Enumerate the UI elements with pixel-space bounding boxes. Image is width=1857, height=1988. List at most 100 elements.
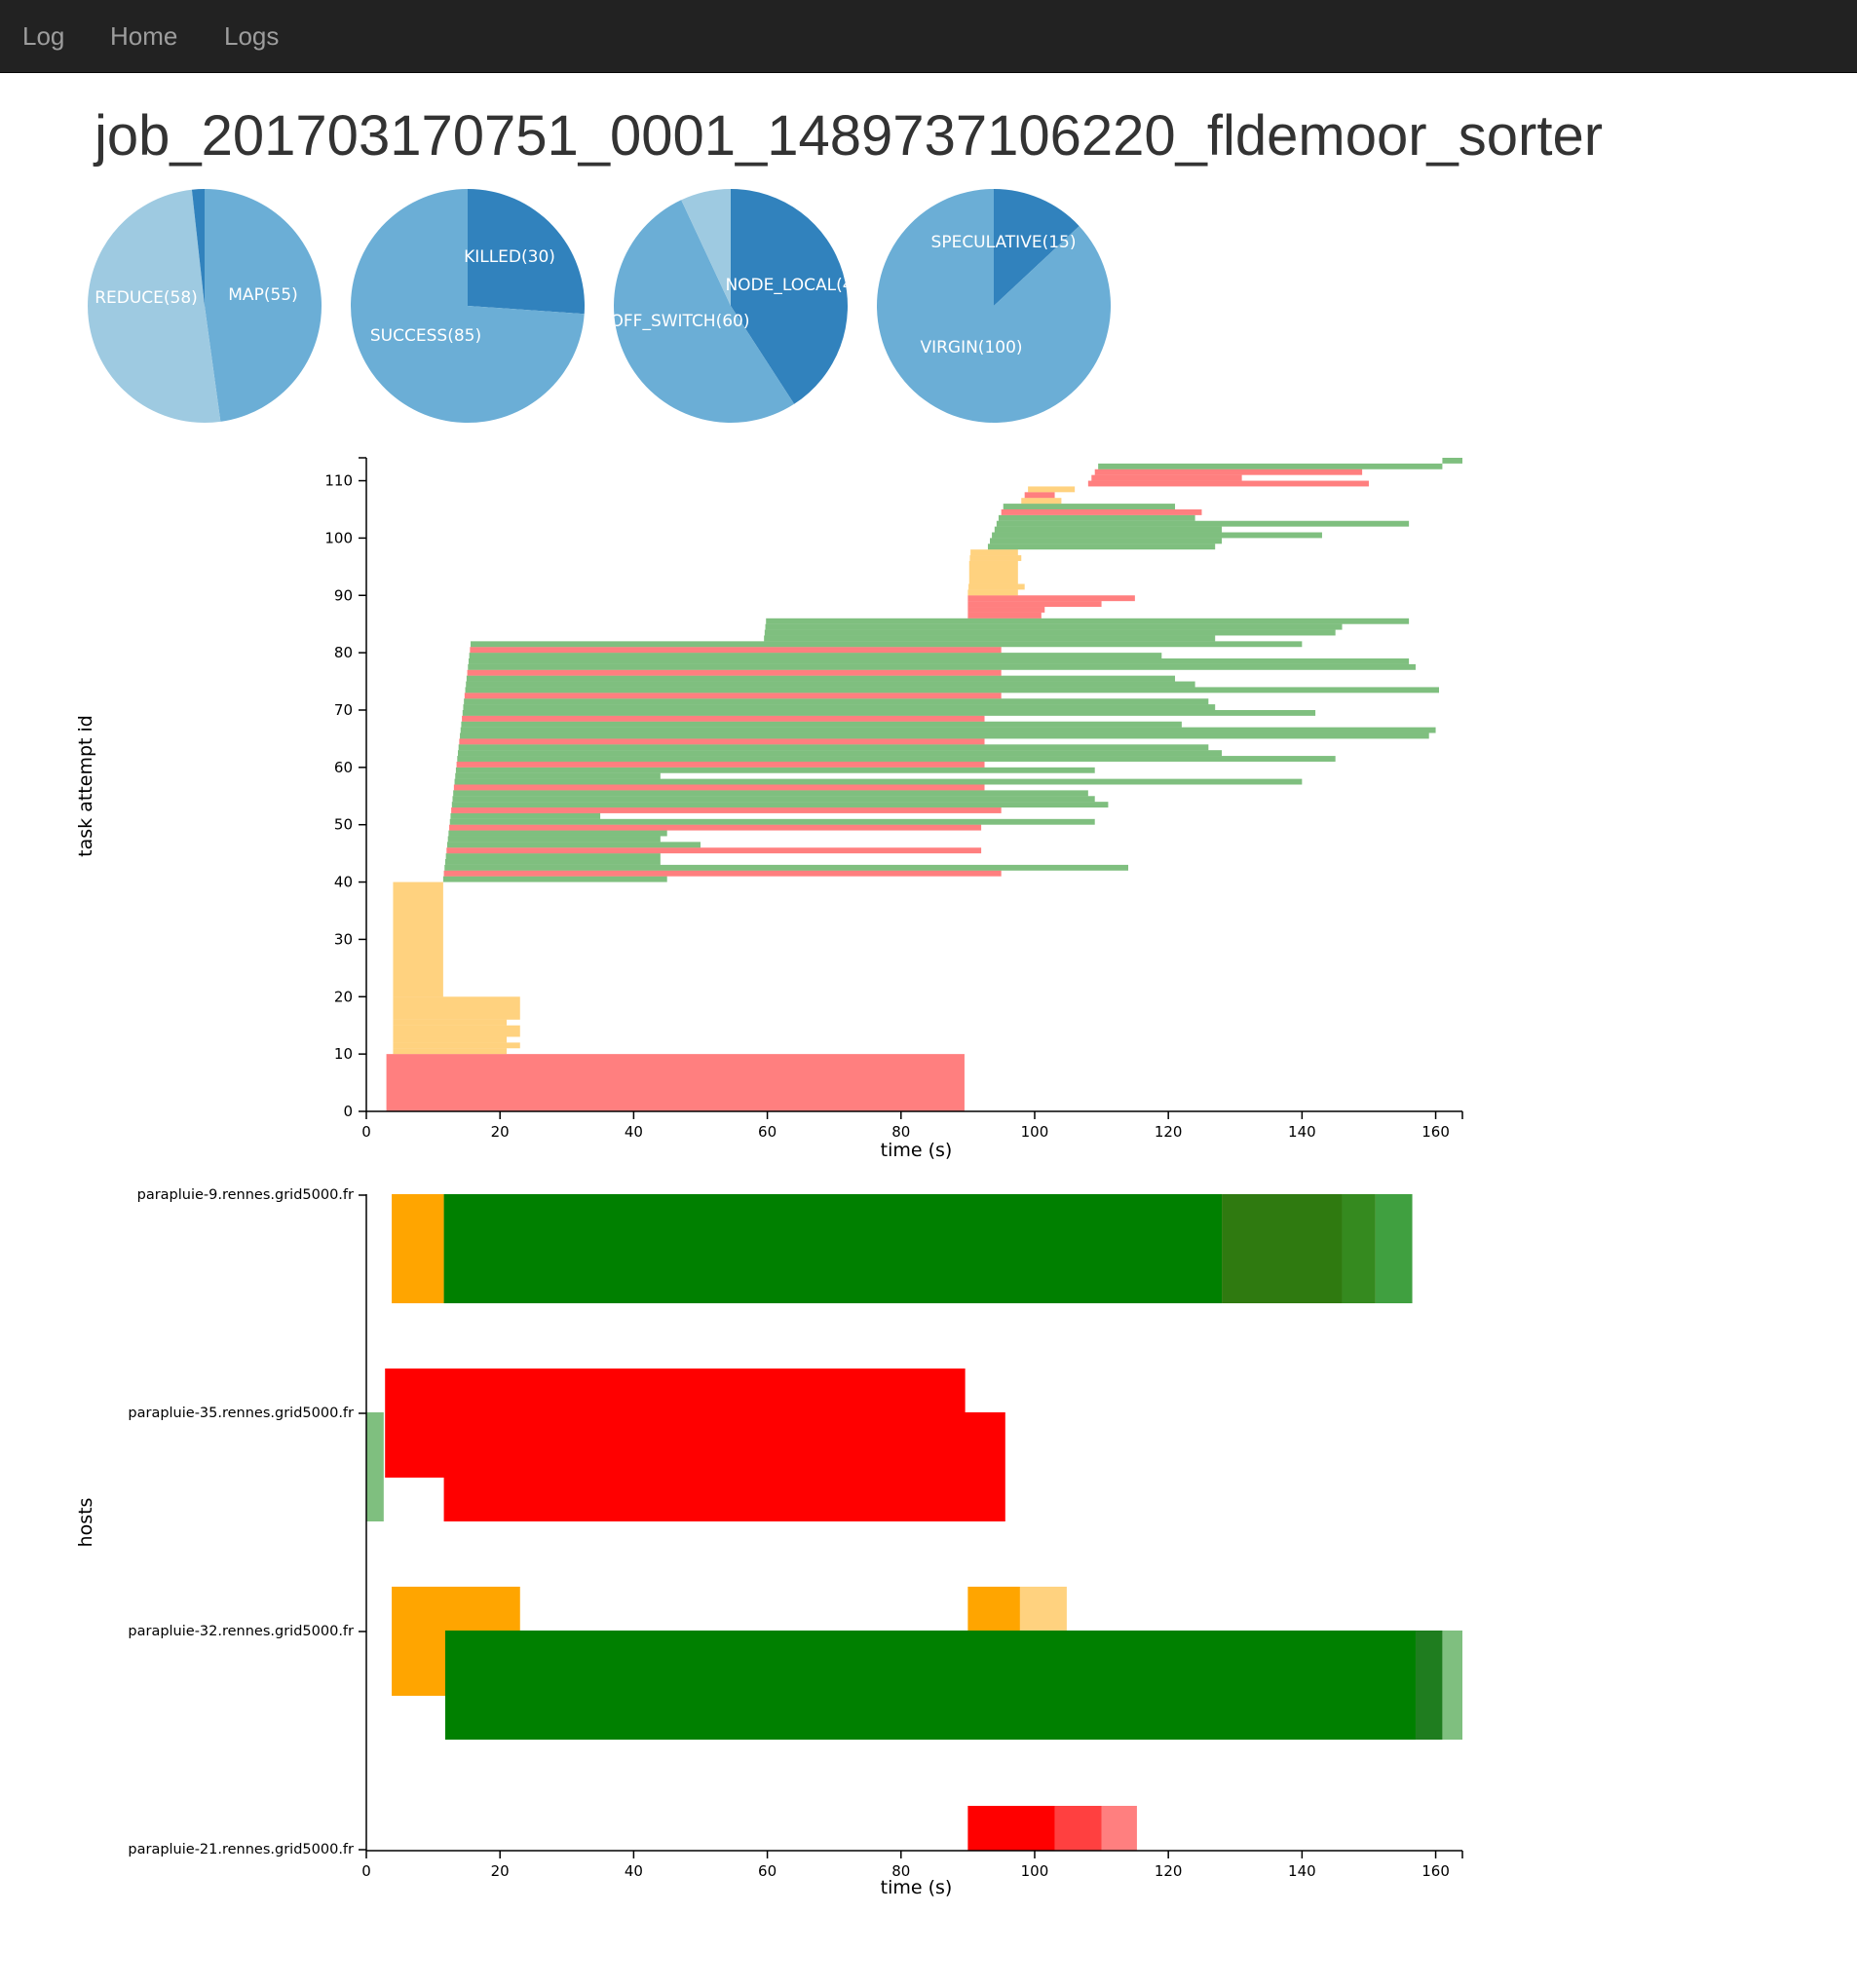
task-attempt-bar — [457, 750, 1223, 757]
x-tick-label: 80 — [891, 1862, 910, 1880]
task-attempt-bar — [454, 778, 1303, 785]
y-tick-label: 20 — [334, 988, 353, 1005]
task-attempt-bar — [1087, 480, 1369, 487]
pie-chart-4: SPECULATIVE(15) VIRGIN(100) — [877, 189, 1111, 423]
task-attempt-bar — [764, 629, 1336, 636]
pie-slice — [88, 189, 221, 423]
host-activity-block — [1019, 1587, 1067, 1696]
task-attempt-bar — [1021, 498, 1062, 505]
task-attempt-bar — [461, 721, 1182, 728]
task-attempt-bar — [393, 996, 520, 1020]
pie-slice-label: NODE_LOCAL(4 — [725, 276, 853, 295]
task-attempt-bar — [990, 538, 1223, 544]
task-attempt-bar — [994, 526, 1223, 533]
task-attempt-bar — [967, 589, 1018, 596]
x-tick-label: 80 — [891, 1123, 910, 1141]
task-attempt-chart: 0 10 20 30 40 50 60 70 80 90 100 110 0 20 40 60 80 100 120… — [75, 457, 1463, 1161]
pie-chart-3: NODE_LOCAL(4 OFF_SWITCH(60) — [611, 189, 853, 424]
nav-link-home[interactable]: Home — [110, 21, 178, 51]
pie-slice — [994, 189, 1080, 306]
task-attempt-bar — [1003, 504, 1176, 509]
task-attempt-bar — [447, 842, 701, 848]
host-activity-block — [1342, 1194, 1376, 1303]
host-activity-block — [1222, 1194, 1343, 1303]
task-attempt-bar — [445, 853, 661, 860]
task-attempt-bar — [457, 756, 1336, 762]
host-activity-block — [1101, 1806, 1137, 1851]
task-attempt-bar — [456, 761, 985, 768]
pie-slice — [191, 189, 205, 306]
task-attempt-bar — [968, 560, 1018, 584]
task-attempt-bar — [386, 1054, 965, 1111]
task-attempt-bar — [393, 1036, 508, 1043]
y-tick-label: 60 — [334, 759, 353, 776]
pie-slice-label: KILLED(30) — [464, 247, 555, 267]
x-tick-label: 40 — [625, 1862, 643, 1880]
task-attempt-bar — [968, 583, 1025, 590]
x-tick-label: 160 — [1421, 1862, 1450, 1880]
host-activity-block — [392, 1587, 520, 1696]
task-attempt-bar — [998, 514, 1195, 521]
y-tick-label: 100 — [324, 529, 353, 546]
y-tick-label: 70 — [334, 701, 353, 719]
hosts-chart: parapluie-9.rennes.grid5000.fr parapluie-… — [75, 1187, 1463, 1898]
task-attempt-bar — [969, 555, 1022, 561]
y-tick-label: 30 — [334, 930, 353, 948]
task-attempt-bar — [764, 635, 1216, 642]
task-attempt-bar — [466, 681, 1195, 688]
task-attempt-bar — [967, 607, 1045, 613]
task-attempt-bar — [451, 807, 1002, 813]
y-axis-label: task attempt id — [75, 715, 96, 857]
x-tick-label: 60 — [758, 1862, 777, 1880]
pie-slice — [613, 200, 795, 424]
task-attempt-bar — [469, 653, 1162, 659]
pie-slice — [731, 189, 848, 404]
host-label: parapluie-21.rennes.grid5000.fr — [128, 1842, 354, 1857]
pie-slice — [205, 189, 322, 422]
pie-chart-1: MAP(55) REDUCE(58) — [88, 189, 322, 423]
y-axis-label: hosts — [75, 1498, 96, 1548]
task-attempt-bar — [466, 675, 1176, 682]
nav-link-logs[interactable]: Logs — [224, 21, 280, 51]
task-attempt-bar — [1094, 469, 1363, 475]
task-attempt-bar — [471, 641, 1303, 648]
x-tick-label: 100 — [1021, 1862, 1049, 1880]
task-attempt-bar — [458, 744, 1209, 751]
task-attempt-bar — [447, 836, 661, 843]
task-attempt-bar — [463, 704, 1216, 710]
host-activity-block — [444, 1631, 1416, 1740]
task-attempt-bar — [464, 693, 1002, 699]
pie-slice-label: REDUCE(58) — [95, 288, 198, 308]
task-attempt-bar — [449, 818, 1095, 825]
nav-brand-log[interactable]: Log — [22, 21, 65, 51]
task-attempt-bar — [451, 802, 1109, 808]
pie-slice-label: VIRGIN(100) — [920, 338, 1022, 357]
x-tick-label: 100 — [1021, 1123, 1049, 1141]
y-tick-label: 50 — [334, 816, 353, 834]
task-attempt-bar — [393, 1042, 520, 1049]
task-attempt-bar — [444, 859, 661, 865]
pie-slice-label: OFF_SWITCH(60) — [611, 312, 750, 331]
task-attempt-bar — [443, 870, 1002, 877]
task-attempt-bar — [1001, 508, 1202, 515]
task-attempt-bar — [393, 1019, 508, 1026]
pie-slice — [681, 189, 731, 306]
x-tick-label: 60 — [758, 1123, 777, 1141]
task-attempt-bar — [393, 1025, 520, 1037]
task-attempt-bar — [1442, 458, 1462, 464]
y-tick-label: 90 — [334, 586, 353, 604]
task-attempt-bar — [453, 790, 1088, 797]
task-attempt-bar — [449, 824, 982, 831]
task-attempt-bar — [470, 647, 1002, 654]
task-attempt-bar — [448, 830, 667, 837]
x-tick-label: 140 — [1288, 1862, 1316, 1880]
task-attempt-bar — [462, 715, 985, 722]
host-activity-block — [385, 1369, 966, 1478]
task-attempt-bar — [453, 784, 985, 791]
task-attempt-bar — [1024, 492, 1055, 499]
host-activity-block — [967, 1587, 1020, 1696]
x-axis-label: time (s) — [881, 1140, 953, 1161]
task-attempt-bar — [1091, 474, 1242, 481]
x-tick-label: 0 — [361, 1123, 371, 1141]
task-attempt-bar — [393, 881, 443, 997]
